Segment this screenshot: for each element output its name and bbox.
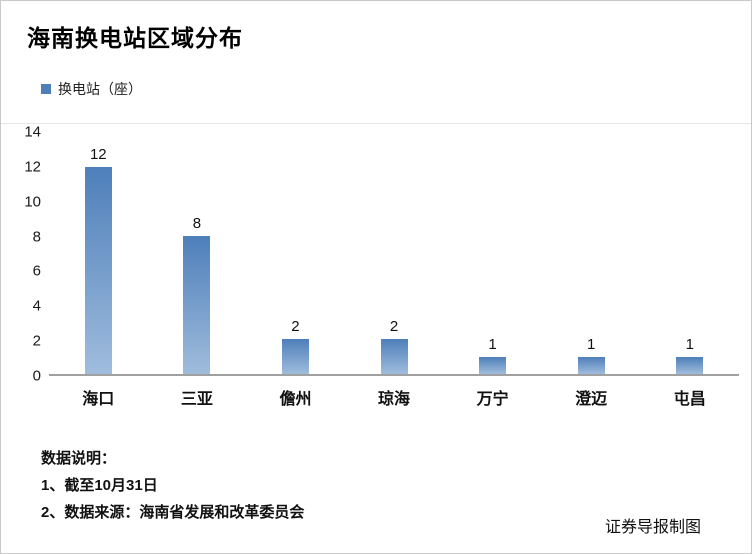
bar-column: 1 (640, 132, 739, 374)
bar-column: 1 (443, 132, 542, 374)
y-tick-label: 0 (32, 367, 41, 385)
y-tick-label: 12 (24, 158, 41, 176)
bar-value-label: 1 (587, 335, 596, 353)
legend: 换电站（座） (41, 79, 751, 99)
bar (577, 356, 605, 374)
bar-column: 8 (148, 132, 247, 374)
bar (281, 339, 309, 374)
bar (380, 339, 408, 374)
bar (183, 235, 211, 374)
category-label: 万宁 (476, 391, 509, 408)
category-label: 琼海 (378, 391, 411, 408)
category-label: 澄迈 (575, 391, 608, 408)
y-tick-label: 4 (32, 297, 41, 315)
plot-wrap: 12 8 2 2 1 1 1 海口 三亚 儋州 琼海 万宁 澄迈 屯昌 (49, 132, 739, 409)
category-label: 屯昌 (673, 391, 706, 408)
bar-column: 12 (49, 132, 148, 374)
category-axis: 海口 三亚 儋州 琼海 万宁 澄迈 屯昌 (49, 376, 739, 409)
plot-top-rule (1, 123, 751, 124)
y-tick-label: 8 (32, 228, 41, 246)
note-line-2: 2、数据来源：海南省发展和改革委员会 (41, 504, 305, 521)
bar (676, 356, 704, 374)
bar-column: 2 (246, 132, 345, 374)
bar-value-label: 8 (192, 214, 202, 232)
bar (479, 356, 507, 374)
category-label: 三亚 (180, 391, 213, 408)
chart-title: 海南换电站区域分布 (27, 25, 243, 51)
legend-swatch-icon (41, 84, 51, 94)
bar-value-label: 2 (389, 318, 399, 336)
y-tick-label: 14 (24, 123, 41, 141)
y-tick-label: 2 (32, 332, 41, 350)
plot-area: 12 8 2 2 1 1 1 (49, 132, 739, 376)
credit: 证券导报制图 (604, 519, 701, 536)
legend-label: 换电站（座） (58, 81, 142, 97)
bar (84, 166, 112, 374)
bar-chart: 0 2 4 6 8 10 12 14 12 8 2 2 1 1 1 海口 三亚 儋州 琼海 万宁 澄迈 屯昌 (9, 124, 739, 409)
bar-column: 2 (345, 132, 444, 374)
bar-column: 1 (542, 132, 641, 374)
note-line-1: 1、截至10月31日 (41, 477, 158, 494)
notes-heading: 数据说明： (41, 450, 117, 467)
bar-value-label: 1 (685, 335, 694, 353)
category-label: 儋州 (279, 391, 312, 408)
bar-value-label: 12 (89, 145, 107, 163)
bar-value-label: 1 (488, 335, 497, 353)
y-axis: 0 2 4 6 8 10 12 14 (9, 124, 49, 385)
category-label: 海口 (82, 391, 115, 408)
y-tick-label: 6 (32, 262, 41, 280)
bar-value-label: 2 (291, 318, 300, 336)
notes: 数据说明： 1、截至10月31日 2、数据来源：海南省发展和改革委员会 (41, 445, 751, 526)
y-tick-label: 10 (24, 193, 41, 211)
